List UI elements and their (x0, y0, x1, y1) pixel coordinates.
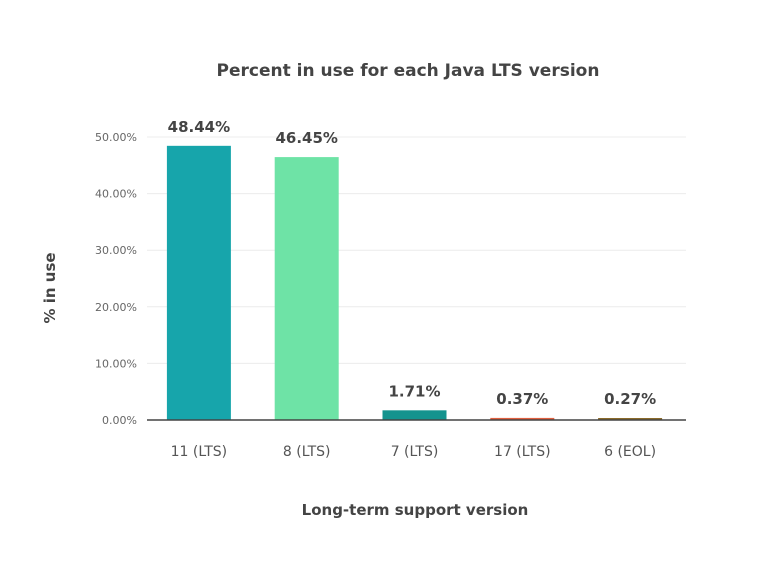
bar (166, 145, 231, 421)
bar (490, 417, 555, 420)
data-label: 0.27% (604, 390, 656, 408)
data-label: 46.45% (275, 129, 337, 147)
y-tick-label: 40.00% (95, 188, 137, 201)
bar (274, 157, 339, 420)
bars (166, 145, 663, 421)
gridlines (147, 136, 686, 364)
x-axis-ticks: 11 (LTS) 8 (LTS) 7 (LTS) 17 (LTS) 6 (EOL) (171, 444, 656, 460)
y-tick-label: 30.00% (95, 244, 137, 257)
bar (382, 410, 447, 420)
data-labels: 48.44% 46.45% 1.71% 0.37% 0.27% (168, 118, 656, 408)
data-label: 48.44% (168, 118, 230, 136)
y-axis-label: % in use (41, 252, 59, 323)
y-axis-ticks: 0.00% 10.00% 20.00% 30.00% 40.00% 50.00% (95, 131, 137, 427)
y-tick-label: 20.00% (95, 301, 137, 314)
data-label: 0.37% (496, 390, 548, 408)
y-tick-label: 50.00% (95, 131, 137, 144)
x-tick-label: 7 (LTS) (391, 444, 439, 460)
chart-title: Percent in use for each Java LTS version (217, 61, 600, 81)
x-tick-label: 17 (LTS) (494, 444, 551, 460)
data-label: 1.71% (388, 382, 440, 400)
x-axis-label: Long-term support version (302, 501, 529, 519)
y-tick-label: 0.00% (102, 414, 137, 427)
x-tick-label: 6 (EOL) (604, 444, 656, 460)
x-tick-label: 11 (LTS) (171, 444, 228, 460)
y-tick-label: 10.00% (95, 357, 137, 370)
bar (598, 418, 663, 420)
x-tick-label: 8 (LTS) (283, 444, 331, 460)
